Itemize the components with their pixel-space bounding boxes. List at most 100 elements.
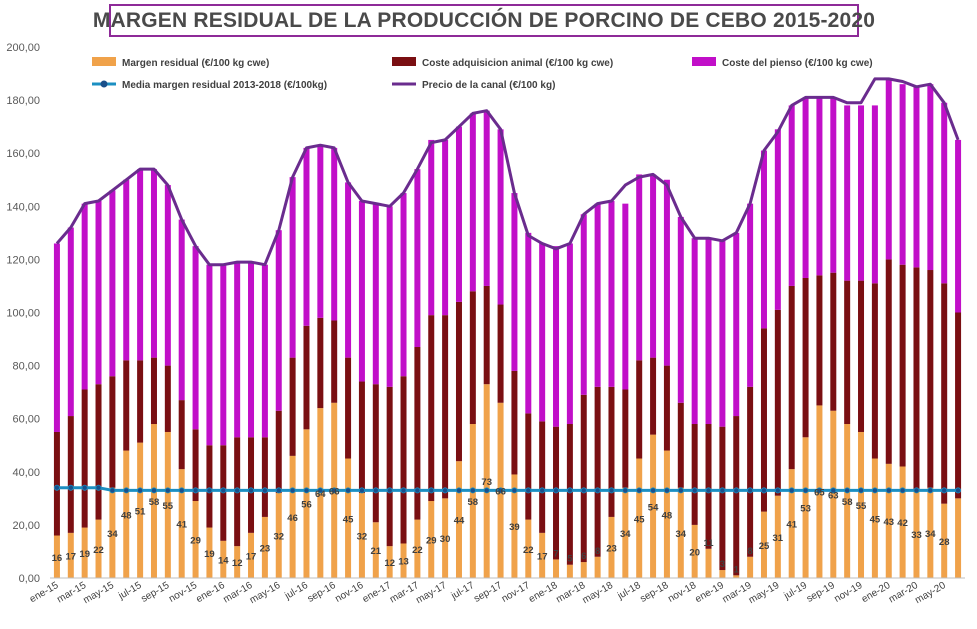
data-label-margen: 63 [828, 490, 839, 501]
media-margen-point [95, 484, 102, 491]
bar-coste-pienso [885, 78, 892, 260]
data-label-margen: 34 [620, 529, 631, 540]
bar-coste-adquisicion [511, 370, 518, 475]
data-label-margen: 5 [567, 554, 573, 565]
data-label-margen: 43 [884, 517, 895, 528]
bar-coste-pienso [594, 203, 601, 387]
media-margen-point [816, 487, 823, 494]
y-tick-label: 0,00 [19, 573, 40, 585]
precio-canal-line [55, 77, 960, 267]
y-tick-label: 160,00 [6, 148, 40, 160]
bar-coste-adquisicion [594, 386, 601, 557]
bar-coste-pienso [109, 190, 116, 377]
bar-margen-residual [192, 501, 199, 578]
bar-coste-pienso [580, 214, 587, 395]
legend-media-margen-marker [100, 80, 108, 88]
bar-coste-pienso [442, 139, 449, 316]
data-label-margen: 25 [759, 541, 770, 552]
media-margen-point [788, 487, 795, 494]
bar-margen-residual [913, 490, 920, 578]
x-tick-label: jul-17 [449, 580, 477, 602]
bar-coste-adquisicion [733, 416, 740, 576]
bar-coste-adquisicion [275, 410, 282, 494]
bar-coste-adquisicion [95, 384, 102, 520]
bar-margen-residual [858, 431, 865, 578]
data-label-margen: 8 [747, 546, 752, 557]
bar-coste-pienso [206, 264, 213, 446]
bar-coste-pienso [67, 227, 74, 417]
bar-coste-adquisicion [206, 445, 213, 528]
bar-coste-adquisicion [788, 285, 795, 470]
data-label-margen: 33 [911, 530, 922, 541]
data-label-margen: 48 [121, 510, 132, 521]
bar-margen-residual [774, 495, 781, 578]
bar-coste-adquisicion [663, 365, 670, 451]
bar-margen-residual [261, 516, 268, 578]
media-margen-point [539, 487, 546, 494]
bar-margen-residual [428, 501, 435, 578]
bar-margen-residual [67, 532, 74, 578]
bar-coste-pienso [95, 200, 102, 385]
x-tick-label: nov-19 [833, 580, 865, 605]
bar-coste-pienso [622, 203, 629, 390]
media-margen-point [774, 487, 781, 494]
x-tick-label: jul-16 [282, 580, 310, 602]
bar-coste-pienso [358, 200, 365, 382]
media-margen-point [261, 487, 268, 494]
bar-margen-residual [372, 522, 379, 578]
bar-coste-adquisicion [67, 416, 74, 533]
bar-coste-pienso [553, 246, 560, 427]
bar-coste-pienso [331, 147, 338, 321]
bar-coste-pienso [636, 174, 643, 361]
bar-coste-pienso [830, 97, 837, 273]
bar-coste-adquisicion [566, 424, 573, 565]
bar-coste-adquisicion [913, 267, 920, 491]
data-label-margen: 34 [676, 529, 687, 540]
bar-coste-pienso [705, 238, 712, 425]
bar-coste-pienso [400, 193, 407, 377]
data-label-margen: 55 [856, 501, 867, 512]
bar-coste-pienso [248, 262, 255, 438]
bar-margen-residual [469, 424, 476, 578]
chart-title-box: MARGEN RESIDUAL DE LA PRODUCCIÓN DE PORC… [93, 4, 875, 37]
media-margen-point [345, 487, 352, 494]
bar-margen-residual [123, 450, 130, 578]
bar-coste-pienso [774, 129, 781, 310]
data-label-margen: 1 [734, 564, 740, 575]
bar-coste-adquisicion [317, 317, 324, 409]
data-label-margen: 44 [454, 516, 465, 527]
bar-coste-pienso [345, 182, 352, 358]
data-label-margen: 32 [357, 532, 368, 543]
data-label-margen: 39 [509, 522, 520, 533]
data-label-margen: 73 [481, 477, 492, 488]
x-tick-label: sep-19 [805, 580, 837, 605]
media-margen-point [303, 487, 310, 494]
media-margen-point [733, 487, 740, 494]
bar-margen-residual [483, 384, 490, 578]
data-label-margen: 29 [426, 536, 437, 547]
bar-margen-residual [650, 434, 657, 578]
bar-margen-residual [150, 424, 157, 578]
bar-margen-residual [164, 431, 171, 578]
media-margen-point [830, 487, 837, 494]
legend-margen-residual-swatch [92, 57, 116, 66]
media-margen-point [608, 487, 615, 494]
media-margen-point [580, 487, 587, 494]
bar-coste-pienso [663, 179, 670, 366]
x-tick-label: may-17 [414, 580, 449, 606]
x-tick-label: ene-19 [693, 580, 726, 605]
x-tick-label: jul-19 [782, 580, 810, 602]
bar-coste-adquisicion [941, 283, 948, 504]
bar-margen-residual [760, 511, 767, 579]
bar-coste-adquisicion [608, 386, 615, 517]
bar-coste-adquisicion [261, 437, 268, 517]
bar-coste-adquisicion [150, 357, 157, 425]
bar-margen-residual [899, 466, 906, 578]
y-tick-label: 120,00 [6, 254, 40, 266]
media-margen-point [123, 487, 130, 494]
bar-margen-residual [941, 503, 948, 578]
bar-coste-pienso [234, 262, 241, 438]
media-margen-point [955, 487, 962, 494]
bar-coste-pienso [511, 193, 518, 371]
y-tick-label: 100,00 [6, 308, 40, 320]
